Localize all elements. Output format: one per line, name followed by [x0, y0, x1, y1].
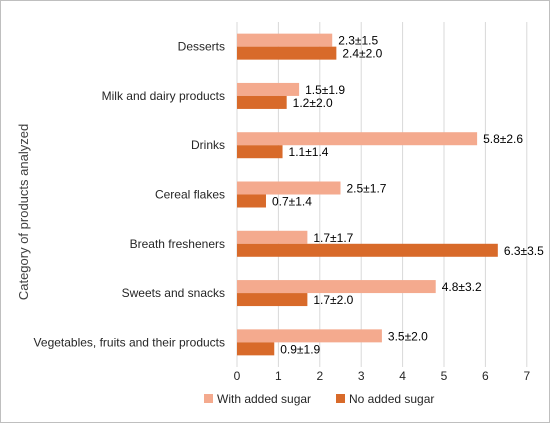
data-label-with-added-sugar-breath-fresheners: 1.7±1.7 — [313, 231, 353, 245]
category-label-breath-fresheners: Breath fresheners — [130, 237, 225, 251]
data-label-with-added-sugar-sweets-and-snacks: 4.8±3.2 — [442, 280, 482, 294]
y-axis-label: Category of products analyzed — [16, 124, 31, 300]
bar-with-added-sugar-cereal-flakes — [237, 181, 341, 195]
bar-no-added-sugar-sweets-and-snacks — [237, 293, 308, 307]
data-label-no-added-sugar-drinks: 1.1±1.4 — [289, 145, 329, 159]
bar-no-added-sugar-vegetables-fruits-and-their-products — [237, 342, 275, 356]
legend-swatch-no-added-sugar — [336, 394, 345, 403]
legend-label-no-added-sugar: No added sugar — [349, 392, 434, 406]
bar-with-added-sugar-desserts — [237, 33, 333, 47]
bar-no-added-sugar-milk-and-dairy-products — [237, 95, 287, 109]
x-tick-label-4: 4 — [399, 369, 406, 383]
category-label-vegetables-fruits-and-their-products: Vegetables, fruits and their products — [34, 335, 225, 349]
data-label-no-added-sugar-desserts: 2.4±2.0 — [342, 47, 382, 61]
legend-label-with-added-sugar: With added sugar — [217, 392, 311, 406]
x-tick-label-0: 0 — [234, 369, 241, 383]
data-label-no-added-sugar-breath-fresheners: 6.3±3.5 — [504, 244, 544, 258]
bar-no-added-sugar-cereal-flakes — [237, 194, 266, 208]
bar-no-added-sugar-breath-fresheners — [237, 243, 498, 257]
category-label-milk-and-dairy-products: Milk and dairy products — [102, 89, 225, 103]
category-label-drinks: Drinks — [191, 138, 225, 152]
x-tick-label-7: 7 — [523, 369, 530, 383]
bar-with-added-sugar-drinks — [237, 132, 478, 146]
data-label-with-added-sugar-milk-and-dairy-products: 1.5±1.9 — [305, 83, 345, 97]
category-label-cereal-flakes: Cereal flakes — [155, 188, 225, 202]
data-label-with-added-sugar-vegetables-fruits-and-their-products: 3.5±2.0 — [388, 329, 428, 343]
bar-with-added-sugar-vegetables-fruits-and-their-products — [237, 329, 382, 343]
bar-with-added-sugar-breath-fresheners — [237, 230, 308, 244]
x-tick-label-2: 2 — [316, 369, 323, 383]
x-tick-label-6: 6 — [482, 369, 489, 383]
category-label-desserts: Desserts — [178, 40, 225, 54]
category-label-sweets-and-snacks: Sweets and snacks — [122, 286, 225, 300]
data-label-with-added-sugar-desserts: 2.3±1.5 — [338, 34, 378, 48]
data-label-no-added-sugar-cereal-flakes: 0.7±1.4 — [272, 195, 312, 209]
bar-no-added-sugar-drinks — [237, 145, 283, 159]
x-tick-label-5: 5 — [441, 369, 448, 383]
bar-with-added-sugar-milk-and-dairy-products — [237, 82, 300, 96]
legend-swatch-with-added-sugar — [204, 394, 213, 403]
data-label-no-added-sugar-vegetables-fruits-and-their-products: 0.9±1.9 — [280, 342, 320, 356]
bar-with-added-sugar-sweets-and-snacks — [237, 280, 436, 294]
bar-no-added-sugar-desserts — [237, 46, 337, 60]
x-tick-label-1: 1 — [275, 369, 282, 383]
data-label-with-added-sugar-cereal-flakes: 2.5±1.7 — [347, 182, 387, 196]
data-label-with-added-sugar-drinks: 5.8±2.6 — [483, 132, 523, 146]
data-label-no-added-sugar-sweets-and-snacks: 1.7±2.0 — [313, 293, 353, 307]
tick-label-layer: 0 1 2 3 4 5 6 7 — [234, 369, 531, 383]
category-label-layer: Desserts Milk and dairy products Drinks Cer… — [34, 40, 225, 350]
legend: With added sugar No added sugar — [204, 392, 434, 406]
data-label-no-added-sugar-milk-and-dairy-products: 1.2±2.0 — [293, 96, 333, 110]
grid-layer — [236, 22, 528, 367]
x-tick-label-3: 3 — [358, 369, 365, 383]
label-layer: 2.3±1.52.4±2.0 1.5±1.91.2±2.0 5.8±2.6 1.1±1… — [272, 34, 544, 357]
bar-layer — [237, 33, 498, 356]
